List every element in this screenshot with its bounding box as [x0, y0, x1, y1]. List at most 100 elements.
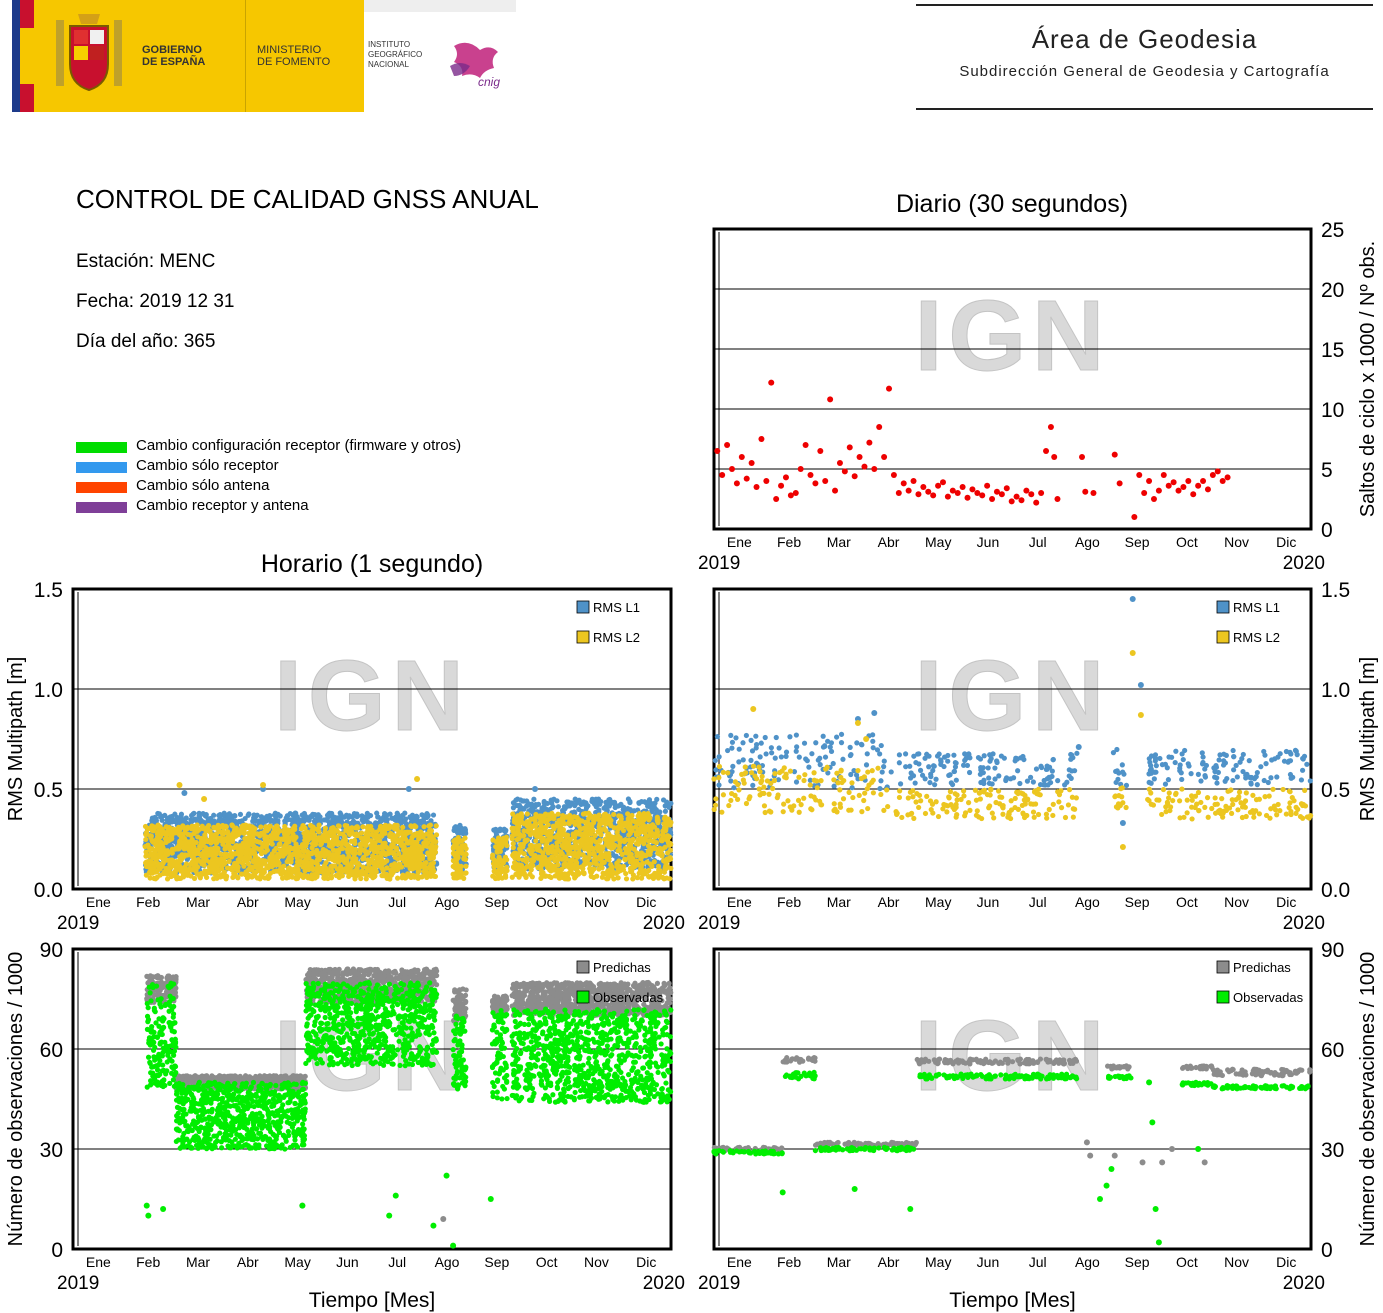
data-point [421, 863, 427, 870]
data-point [162, 853, 168, 860]
data-point [354, 832, 360, 838]
y-tick-label: 0.0 [34, 879, 63, 902]
data-point [149, 861, 155, 867]
data-point [949, 487, 956, 494]
data-point [964, 494, 971, 501]
data-point [212, 862, 218, 868]
data-point [394, 845, 400, 851]
data-point [559, 807, 566, 814]
data-point [286, 839, 292, 845]
data-point [658, 837, 664, 843]
data-point [245, 843, 251, 849]
data-point [490, 873, 496, 879]
data-point [886, 385, 893, 392]
data-point [300, 872, 306, 878]
data-point [162, 830, 168, 836]
data-point [252, 826, 258, 832]
data-point [503, 867, 509, 873]
data-point [168, 873, 174, 880]
data-point [427, 856, 433, 862]
data-point [787, 492, 794, 499]
data-point [905, 487, 912, 494]
station-label: Estación: MENC [76, 251, 216, 272]
data-point [384, 865, 390, 871]
data-point [984, 482, 991, 489]
data-point [329, 810, 335, 817]
data-point [458, 846, 464, 852]
data-point [177, 863, 183, 869]
data-point [748, 460, 755, 466]
data-point [498, 863, 504, 869]
data-point [496, 844, 502, 850]
year-start-label: 2019 [698, 553, 740, 574]
data-points [142, 776, 674, 882]
data-point [157, 853, 163, 860]
data-point [180, 834, 186, 840]
data-point [216, 817, 222, 823]
data-point [554, 798, 560, 804]
data-point [714, 448, 721, 454]
data-point [925, 488, 932, 495]
y-tick-label: 0.5 [34, 779, 63, 802]
data-point [598, 798, 604, 805]
data-point [164, 848, 170, 854]
data-point [337, 868, 343, 874]
data-point [664, 799, 670, 805]
data-point [609, 868, 616, 874]
data-point [215, 845, 221, 852]
data-point [312, 875, 318, 881]
y-axis-label: Saltos de ciclo x 1000 / Nº obs. [1357, 241, 1379, 517]
data-point [920, 484, 927, 490]
data-point [935, 482, 942, 489]
chart-title: Diario (30 segundos) [896, 190, 1128, 218]
data-point [189, 859, 195, 865]
data-point [619, 851, 625, 857]
data-point [993, 488, 1000, 495]
data-point [143, 853, 149, 859]
data-point [317, 854, 323, 860]
data-point [318, 842, 324, 848]
data-point [237, 811, 244, 818]
data-point [580, 865, 586, 872]
data-point [272, 831, 278, 838]
year-start-label: 2019 [57, 913, 99, 934]
data-point [645, 800, 652, 806]
data-point [262, 875, 268, 881]
data-point [305, 852, 311, 858]
outlier-point [532, 786, 539, 792]
data-point [1224, 474, 1231, 481]
data-point [304, 830, 311, 836]
data-point [418, 819, 425, 825]
data-point [463, 851, 469, 857]
data-point [1155, 487, 1162, 494]
series-points [714, 379, 1231, 520]
data-point [1190, 491, 1197, 498]
data-points [714, 379, 1231, 520]
data-point [662, 808, 669, 814]
legend-swatch [76, 462, 127, 473]
data-point [177, 838, 183, 844]
data-point [895, 490, 902, 496]
data-point [371, 848, 378, 855]
data-point [277, 841, 283, 847]
data-point [374, 857, 380, 863]
data-point [265, 865, 271, 871]
data-point [1023, 487, 1030, 494]
data-point [403, 851, 410, 857]
data-point [457, 822, 463, 828]
data-point [243, 848, 249, 854]
data-point [201, 871, 207, 877]
data-point [998, 491, 1005, 498]
ign-block: INSTITUTO GEOGRÁFICO NACIONAL cnig [364, 0, 516, 112]
data-point [1028, 491, 1035, 498]
data-point [327, 829, 334, 835]
data-point [373, 834, 379, 841]
legend-label: Cambio configuración receptor (firmware … [136, 437, 462, 454]
data-point [290, 825, 296, 832]
data-point [257, 833, 263, 839]
data-point [230, 830, 236, 837]
data-point [394, 838, 400, 845]
data-point [399, 875, 405, 881]
data-point [724, 442, 731, 448]
data-point [232, 851, 238, 857]
